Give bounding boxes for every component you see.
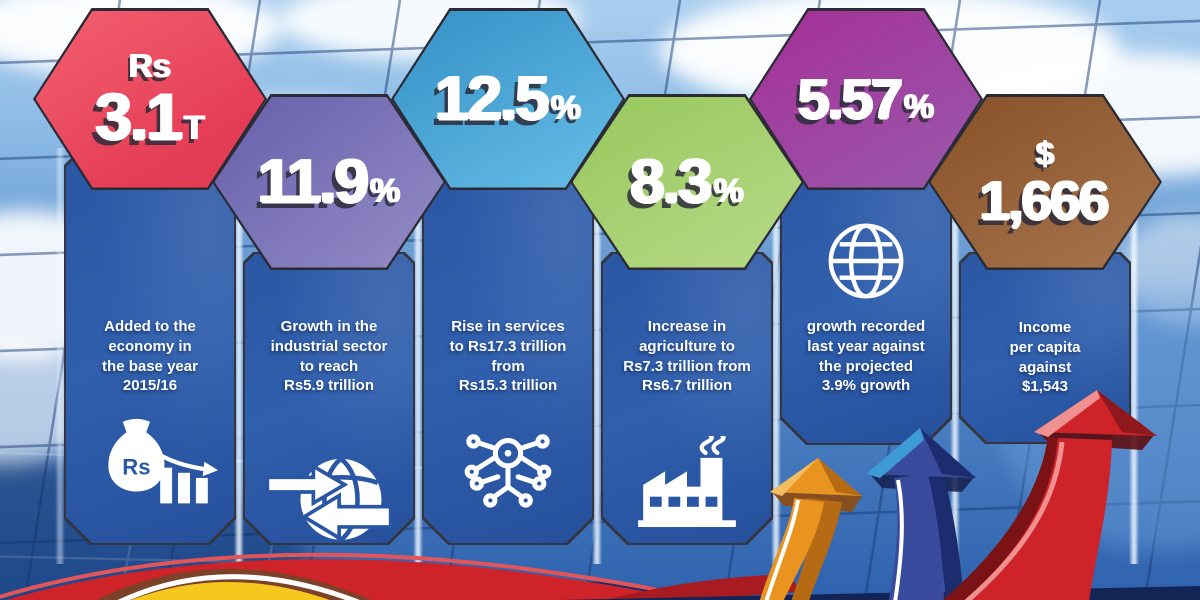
digital-circuit-icon xyxy=(449,433,567,521)
glass-mullion-streak xyxy=(413,148,423,564)
stat-description: Increase in agriculture to Rs7.3 trillio… xyxy=(623,318,751,395)
stat-value: Rs 3.1 T xyxy=(95,47,205,153)
svg-text:Rs: Rs xyxy=(122,455,150,480)
stat-description: growth recorded last year against the pr… xyxy=(806,318,926,395)
stat-value: 11.9% xyxy=(257,146,401,216)
stat-panel-agriculture: Increase in agriculture to Rs7.3 trillio… xyxy=(601,252,773,545)
globe-wireframe-icon xyxy=(822,217,910,305)
hex-badge-gdp-growth: 5.57% xyxy=(749,8,983,190)
stat-description: Rise in services to Rs17.3 trillion from… xyxy=(449,318,567,395)
stat-panel-income: Income per capita against $1,543 xyxy=(959,252,1131,444)
stat-value: 12.5% xyxy=(435,63,581,133)
factory-icon xyxy=(628,436,746,530)
stat-value: 5.57% xyxy=(797,66,935,131)
stat-description: Income per capita against $1,543 xyxy=(1009,319,1081,396)
glass-mullion-streak xyxy=(771,148,781,564)
stat-description: Growth in the industrial sector to reach… xyxy=(270,318,388,395)
glass-mullion-streak xyxy=(592,148,602,564)
stat-value: 8.3% xyxy=(630,146,744,216)
stat-value: $ 1,666 xyxy=(979,135,1110,231)
stat-panel-gdp-growth: growth recorded last year against the pr… xyxy=(780,155,952,445)
glass-mullion-streak xyxy=(234,148,244,564)
stat-panel-services: Rise in services to Rs17.3 trillion from… xyxy=(422,155,594,545)
stat-panel-economy: Added to the economy in the base year 20… xyxy=(64,155,236,545)
stat-panel-industry: Growth in the industrial sector to reach… xyxy=(243,252,415,545)
globe-trade-arrows-icon xyxy=(260,446,398,553)
glass-mullion-streak xyxy=(1129,148,1139,564)
money-bag-decline-chart-icon: Rs xyxy=(82,415,218,517)
stat-description: Added to the economy in the base year 20… xyxy=(102,318,198,395)
glass-mullion-streak xyxy=(55,148,65,564)
glass-mullion-streak xyxy=(950,148,960,564)
hex-badge-agriculture: 8.3% xyxy=(570,94,804,270)
